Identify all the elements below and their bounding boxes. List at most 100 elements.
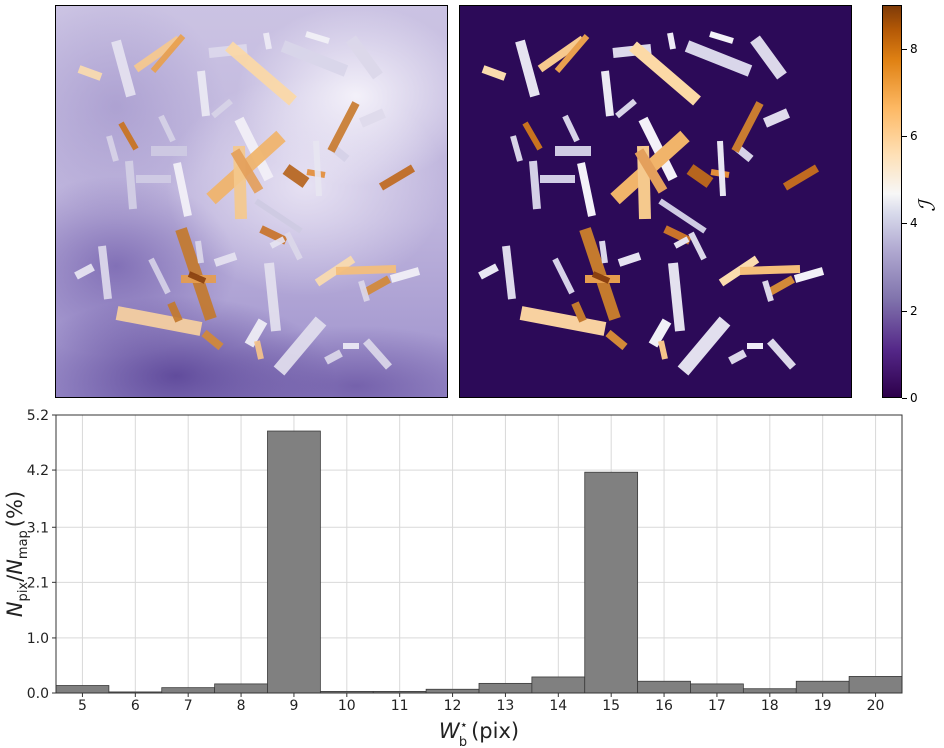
bar-segment xyxy=(201,329,224,351)
colorbar-tick xyxy=(902,48,907,50)
bar-segment xyxy=(510,135,523,162)
x-tick-label: 19 xyxy=(814,698,832,714)
x-tick-label: 9 xyxy=(289,698,298,714)
colorbar-tick xyxy=(902,310,907,312)
bar-segment xyxy=(677,316,731,376)
bar-segment xyxy=(269,236,286,249)
bar-segment xyxy=(750,35,787,80)
bar-segment xyxy=(213,252,238,267)
x-tick-label: 7 xyxy=(184,698,193,714)
bar-segment xyxy=(225,41,297,106)
bar-segment xyxy=(254,198,303,234)
bar-segment xyxy=(389,267,421,283)
bar-segment xyxy=(77,65,103,81)
plot-frame xyxy=(55,414,903,694)
bar-segment xyxy=(686,164,714,188)
x-tick-label: 17 xyxy=(708,698,726,714)
x-tick-label: 15 xyxy=(602,698,620,714)
bar-segment xyxy=(359,108,386,128)
histogram-bar xyxy=(795,680,850,694)
bar-segment xyxy=(125,160,137,210)
bar-segment xyxy=(115,306,203,336)
colorbar-tick-label: 2 xyxy=(910,303,918,318)
histogram-bar xyxy=(55,685,110,694)
bar-segment xyxy=(314,255,356,287)
plot-area xyxy=(56,415,902,693)
bar-segment xyxy=(793,267,825,283)
bar-segment xyxy=(529,160,541,210)
colorbar-tick xyxy=(902,398,907,399)
bar-segment xyxy=(98,245,112,300)
bar-segment xyxy=(615,98,637,119)
x-axis-label: W⋆ b (pix) xyxy=(439,718,519,748)
bar-segment xyxy=(111,39,136,98)
bar-segment xyxy=(515,39,540,98)
bar-segment xyxy=(195,240,204,264)
bar-segment xyxy=(767,338,796,370)
bar-segment xyxy=(668,262,685,332)
y-tick-label: 4.2 xyxy=(27,463,49,479)
bar-segment xyxy=(148,257,171,295)
bar-segment xyxy=(684,40,753,77)
bar-segment xyxy=(617,252,642,267)
bar-segment xyxy=(158,114,176,143)
bar-segment xyxy=(717,140,726,197)
bar-segment xyxy=(554,34,590,73)
bar-segment xyxy=(118,121,139,151)
bar-segment xyxy=(739,265,801,275)
bar-segment xyxy=(327,101,360,153)
bar-segment xyxy=(591,271,611,284)
bar-segment xyxy=(605,329,628,351)
bar-segment xyxy=(280,40,349,77)
bar-segment xyxy=(601,70,614,117)
bar-segment xyxy=(324,349,343,365)
histogram-bar xyxy=(531,676,586,694)
bar-segment xyxy=(728,349,747,365)
bar-segment xyxy=(629,41,701,106)
bar-segment xyxy=(782,164,820,191)
histogram-chart: 5 6 7 8 9 10 11 12 13 14 15 16 17 18 19 20 0.0 1.0 2.1 3.1 4… xyxy=(3,408,903,748)
bar-segment xyxy=(731,101,764,153)
bar-segment xyxy=(634,148,668,194)
bar-segment xyxy=(667,32,676,50)
bar-segment xyxy=(658,340,668,360)
bar-segment xyxy=(762,280,774,302)
y-tick-label: 2.1 xyxy=(27,575,49,591)
bar-segment xyxy=(74,263,95,280)
bar-segment xyxy=(106,135,119,162)
x-tick-label: 5 xyxy=(78,698,87,714)
bar-segment xyxy=(313,140,322,197)
x-tick-label: 16 xyxy=(655,698,673,714)
colorbar-tick-label: 0 xyxy=(910,391,918,405)
bar-segment xyxy=(562,114,580,143)
colorbar-tick-label: 4 xyxy=(910,216,918,231)
bar-segment xyxy=(648,318,672,348)
y-tick-label: 0.0 xyxy=(27,686,49,702)
bar-segment xyxy=(346,35,383,80)
histogram-bar xyxy=(425,688,480,694)
histogram-bar xyxy=(267,430,321,694)
bar-segment xyxy=(481,65,507,81)
x-tick-label: 13 xyxy=(497,698,515,714)
bar-segment xyxy=(197,70,210,117)
intensity-map-bars-only xyxy=(459,5,852,398)
bars-overlay-right xyxy=(478,31,825,376)
bar-segment xyxy=(502,245,516,300)
bar-segment xyxy=(718,255,760,287)
bar-segment xyxy=(478,263,499,280)
bar-segment xyxy=(282,164,310,188)
y-tick-label: 5.2 xyxy=(27,408,49,424)
y-tick-label: 3.1 xyxy=(27,520,49,536)
colorbar-tick-label: 8 xyxy=(910,41,918,56)
x-tick-label: 12 xyxy=(444,698,462,714)
bar-segment xyxy=(378,164,416,191)
bar-segment xyxy=(709,31,734,44)
colorbar-tick-label: 6 xyxy=(910,129,918,143)
bar-segment xyxy=(230,148,264,194)
histogram-bar xyxy=(848,676,903,694)
y-axis-label: Npix/Nmap(%) xyxy=(3,491,31,617)
histogram-bar xyxy=(690,683,744,694)
colorbar-label: ℐ xyxy=(915,201,941,212)
bar-segment xyxy=(766,275,795,297)
bar-segment xyxy=(552,257,575,295)
